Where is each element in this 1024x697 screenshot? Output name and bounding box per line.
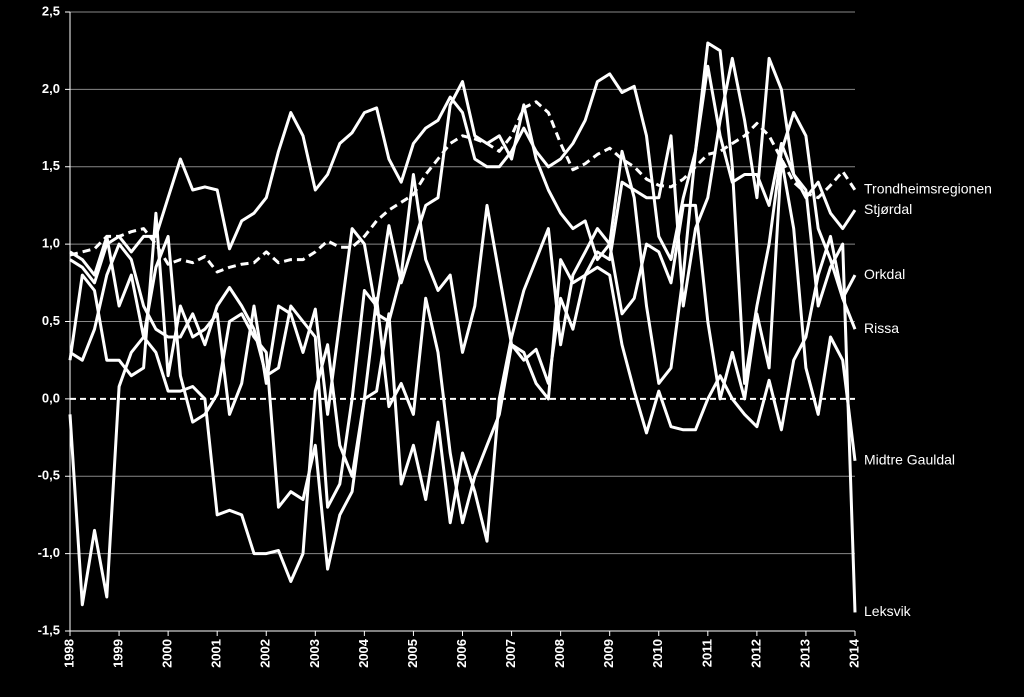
- x-tick-label: 2006: [454, 639, 469, 668]
- series-label: Midtre Gauldal: [864, 451, 955, 467]
- x-tick-label: 2007: [503, 639, 518, 668]
- x-tick-label: 1999: [111, 639, 126, 668]
- x-tick-label: 2014: [846, 638, 861, 668]
- x-tick-label: 2013: [797, 639, 812, 668]
- x-tick-label: 2012: [748, 639, 763, 668]
- series-line: [69, 41, 857, 509]
- series-line: [68, 56, 857, 613]
- series-label: Leksvik: [864, 603, 912, 619]
- series-line: [68, 173, 857, 435]
- y-tick-label: 2,5: [42, 3, 60, 18]
- x-tick-label: 2004: [356, 638, 371, 668]
- y-tick-label: 0,5: [42, 313, 60, 328]
- y-tick-label: -1,0: [38, 545, 60, 560]
- y-tick-label: -0,5: [38, 468, 60, 483]
- y-tick-label: 1,0: [42, 236, 60, 251]
- x-tick-label: 2003: [307, 639, 322, 668]
- y-tick-label: 1,5: [42, 158, 60, 173]
- x-tick-label: 2009: [601, 639, 616, 668]
- x-tick-label: 1998: [61, 639, 76, 668]
- series-label: Stjørdal: [864, 201, 912, 217]
- series-label: Orkdal: [864, 266, 905, 282]
- y-tick-label: -1,5: [38, 622, 60, 637]
- x-tick-label: 2011: [699, 639, 714, 667]
- x-tick-label: 2008: [552, 639, 567, 668]
- x-tick-label: 2005: [405, 639, 420, 668]
- x-tick-label: 2001: [209, 639, 224, 668]
- series-line: [69, 157, 857, 583]
- series-line: [69, 64, 857, 285]
- series-label: Trondheimsregionen: [864, 181, 992, 197]
- y-tick-label: 0,0: [42, 390, 60, 405]
- x-tick-label: 2000: [160, 639, 175, 668]
- x-tick-label: 2002: [258, 639, 273, 668]
- series-label: Rissa: [864, 320, 899, 336]
- y-tick-label: 2,0: [42, 81, 60, 96]
- x-tick-label: 2010: [650, 639, 665, 668]
